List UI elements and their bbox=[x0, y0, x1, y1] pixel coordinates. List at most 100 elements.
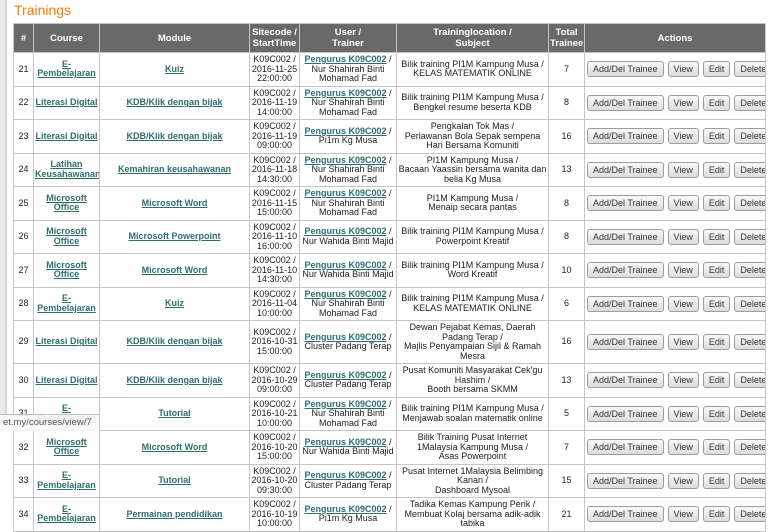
module-link[interactable]: Tutorial bbox=[158, 408, 190, 418]
module-link[interactable]: Permainan pendidikan bbox=[126, 509, 222, 519]
trainer-user-link[interactable]: Pengurus K09C002 bbox=[304, 332, 386, 342]
trainer-user-link[interactable]: Pengurus K09C002 bbox=[304, 260, 386, 270]
edit-button[interactable]: Edit bbox=[703, 61, 731, 77]
delete-button[interactable]: Delete bbox=[734, 128, 765, 144]
view-button[interactable]: View bbox=[668, 372, 699, 388]
add-del-trainee-button[interactable]: Add/Del Trainee bbox=[587, 162, 664, 178]
edit-button[interactable]: Edit bbox=[703, 506, 731, 522]
edit-button[interactable]: Edit bbox=[703, 162, 731, 178]
view-button[interactable]: View bbox=[668, 334, 699, 350]
add-del-trainee-button[interactable]: Add/Del Trainee bbox=[587, 506, 664, 522]
trainer-user-link[interactable]: Pengurus K09C002 bbox=[304, 437, 386, 447]
module-link[interactable]: Tutorial bbox=[158, 475, 190, 485]
view-button[interactable]: View bbox=[668, 95, 699, 111]
delete-button[interactable]: Delete bbox=[734, 262, 765, 278]
course-link[interactable]: E-Pembelajaran bbox=[37, 470, 96, 490]
trainer-user-link[interactable]: Pengurus K09C002 bbox=[304, 504, 386, 514]
view-button[interactable]: View bbox=[668, 506, 699, 522]
course-link[interactable]: E-Pembelajaran bbox=[37, 293, 96, 313]
add-del-trainee-button[interactable]: Add/Del Trainee bbox=[587, 61, 664, 77]
add-del-trainee-button[interactable]: Add/Del Trainee bbox=[587, 473, 664, 489]
delete-button[interactable]: Delete bbox=[734, 95, 765, 111]
course-link[interactable]: Latihan Keusahawanan bbox=[35, 159, 100, 179]
module-link[interactable]: Kuiz bbox=[165, 298, 184, 308]
delete-button[interactable]: Delete bbox=[734, 296, 765, 312]
view-button[interactable]: View bbox=[668, 262, 699, 278]
view-button[interactable]: View bbox=[668, 162, 699, 178]
course-cell: E-Pembelajaran bbox=[34, 287, 100, 321]
module-link[interactable]: KDB/Klik dengan bijak bbox=[126, 336, 222, 346]
add-del-trainee-button[interactable]: Add/Del Trainee bbox=[587, 439, 664, 455]
edit-button[interactable]: Edit bbox=[703, 262, 731, 278]
edit-button[interactable]: Edit bbox=[703, 473, 731, 489]
module-link[interactable]: Kuiz bbox=[165, 64, 184, 74]
trainer-user-link[interactable]: Pengurus K09C002 bbox=[304, 289, 386, 299]
delete-button[interactable]: Delete bbox=[734, 61, 765, 77]
trainer-user-link[interactable]: Pengurus K09C002 bbox=[304, 370, 386, 380]
edit-button[interactable]: Edit bbox=[703, 439, 731, 455]
add-del-trainee-button[interactable]: Add/Del Trainee bbox=[587, 406, 664, 422]
course-link[interactable]: E-Pembelajaran bbox=[37, 59, 96, 79]
delete-button[interactable]: Delete bbox=[734, 406, 765, 422]
add-del-trainee-button[interactable]: Add/Del Trainee bbox=[587, 195, 664, 211]
course-link[interactable]: Microsoft Office bbox=[46, 193, 87, 213]
delete-button[interactable]: Delete bbox=[734, 372, 765, 388]
edit-button[interactable]: Edit bbox=[703, 95, 731, 111]
table-row: 30 Literasi Digital KDB/Klik dengan bija… bbox=[14, 364, 766, 398]
trainer-user-link[interactable]: Pengurus K09C002 bbox=[304, 88, 386, 98]
delete-button[interactable]: Delete bbox=[734, 506, 765, 522]
module-link[interactable]: KDB/Klik dengan bijak bbox=[126, 375, 222, 385]
course-link[interactable]: Literasi Digital bbox=[35, 97, 97, 107]
trainer-user-link[interactable]: Pengurus K09C002 bbox=[304, 470, 386, 480]
delete-button[interactable]: Delete bbox=[734, 229, 765, 245]
edit-button[interactable]: Edit bbox=[703, 229, 731, 245]
add-del-trainee-button[interactable]: Add/Del Trainee bbox=[587, 334, 664, 350]
module-link[interactable]: Microsoft Powerpoint bbox=[129, 231, 221, 241]
course-link[interactable]: Literasi Digital bbox=[35, 336, 97, 346]
view-button[interactable]: View bbox=[668, 195, 699, 211]
edit-button[interactable]: Edit bbox=[703, 334, 731, 350]
add-del-trainee-button[interactable]: Add/Del Trainee bbox=[587, 372, 664, 388]
trainer-user-link[interactable]: Pengurus K09C002 bbox=[304, 54, 386, 64]
view-button[interactable]: View bbox=[668, 439, 699, 455]
module-link[interactable]: Microsoft Word bbox=[142, 198, 208, 208]
course-link[interactable]: Microsoft Office bbox=[46, 260, 87, 280]
add-del-trainee-button[interactable]: Add/Del Trainee bbox=[587, 95, 664, 111]
add-del-trainee-button[interactable]: Add/Del Trainee bbox=[587, 262, 664, 278]
delete-button[interactable]: Delete bbox=[734, 473, 765, 489]
module-link[interactable]: KDB/Klik dengan bijak bbox=[126, 97, 222, 107]
trainer-user-link[interactable]: Pengurus K09C002 bbox=[304, 226, 386, 236]
delete-button[interactable]: Delete bbox=[734, 334, 765, 350]
view-button[interactable]: View bbox=[668, 229, 699, 245]
view-button[interactable]: View bbox=[668, 128, 699, 144]
view-button[interactable]: View bbox=[668, 296, 699, 312]
view-button[interactable]: View bbox=[668, 61, 699, 77]
trainer-user-link[interactable]: Pengurus K09C002 bbox=[304, 188, 386, 198]
delete-button[interactable]: Delete bbox=[734, 439, 765, 455]
module-link[interactable]: Kemahiran keusahawanan bbox=[118, 164, 231, 174]
module-link[interactable]: Microsoft Word bbox=[142, 442, 208, 452]
add-del-trainee-button[interactable]: Add/Del Trainee bbox=[587, 128, 664, 144]
trainer-user-link[interactable]: Pengurus K09C002 bbox=[304, 399, 386, 409]
add-del-trainee-button[interactable]: Add/Del Trainee bbox=[587, 229, 664, 245]
module-link[interactable]: Microsoft Word bbox=[142, 265, 208, 275]
view-button[interactable]: View bbox=[668, 406, 699, 422]
edit-button[interactable]: Edit bbox=[703, 372, 731, 388]
edit-button[interactable]: Edit bbox=[703, 406, 731, 422]
add-del-trainee-button[interactable]: Add/Del Trainee bbox=[587, 296, 664, 312]
edit-button[interactable]: Edit bbox=[703, 296, 731, 312]
edit-button[interactable]: Edit bbox=[703, 195, 731, 211]
delete-button[interactable]: Delete bbox=[734, 195, 765, 211]
trainer-user-link[interactable]: Pengurus K09C002 bbox=[304, 155, 386, 165]
course-link[interactable]: Literasi Digital bbox=[35, 131, 97, 141]
view-button[interactable]: View bbox=[668, 473, 699, 489]
course-link[interactable]: Microsoft Office bbox=[46, 226, 87, 246]
trainer-user-link[interactable]: Pengurus K09C002 bbox=[304, 126, 386, 136]
edit-button[interactable]: Edit bbox=[703, 128, 731, 144]
course-link[interactable]: E-Pembelajaran bbox=[37, 504, 96, 524]
training-location: Tadika Kemas Kampung Perik / bbox=[398, 500, 547, 510]
course-link[interactable]: Literasi Digital bbox=[35, 375, 97, 385]
delete-button[interactable]: Delete bbox=[734, 162, 765, 178]
course-link[interactable]: Microsoft Office bbox=[46, 437, 87, 457]
module-link[interactable]: KDB/Klik dengan bijak bbox=[126, 131, 222, 141]
